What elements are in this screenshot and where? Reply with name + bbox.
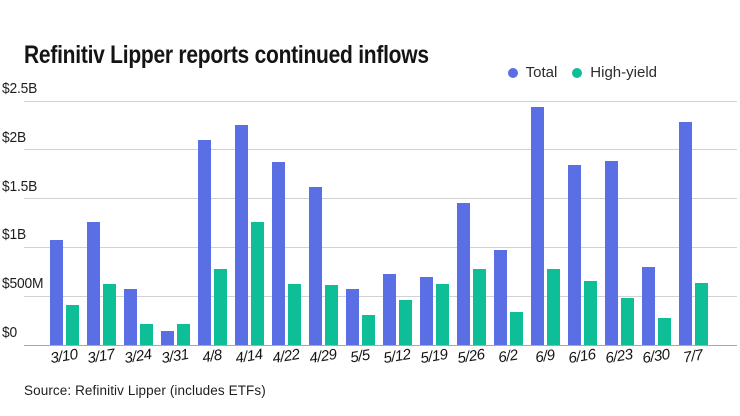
high-yield-legend-dot-icon — [572, 67, 583, 78]
total-bar — [420, 277, 433, 345]
total-bar — [346, 289, 359, 345]
high-yield-bar — [65, 305, 79, 345]
legend-item-label: High-yield — [590, 64, 657, 81]
high-yield-bar — [694, 283, 708, 345]
gridline — [24, 295, 737, 297]
high-yield-bar — [472, 269, 486, 345]
total-bar — [272, 162, 285, 345]
y-axis-tick-label: $0 — [2, 324, 17, 341]
high-yield-bar — [324, 285, 338, 345]
high-yield-bar — [620, 298, 634, 345]
total-bar — [161, 331, 174, 345]
high-yield-bar — [213, 269, 227, 345]
y-axis-tick-label: $2.5B — [2, 80, 38, 97]
total-bar — [235, 125, 248, 345]
high-yield-bar — [435, 284, 449, 345]
legend: Total High-yield — [507, 64, 657, 81]
high-yield-bar — [657, 318, 671, 345]
total-bar — [309, 187, 322, 345]
high-yield-bar — [139, 324, 153, 345]
total-bar — [457, 203, 470, 345]
high-yield-bar — [546, 269, 560, 345]
high-yield-bar — [287, 284, 301, 345]
x-axis-line — [24, 344, 737, 346]
high-yield-bar — [250, 222, 264, 345]
total-bar — [124, 289, 137, 345]
y-axis-tick-label: $1.5B — [2, 177, 38, 195]
total-bar — [50, 240, 63, 345]
total-bar — [198, 140, 211, 345]
total-bar — [605, 161, 618, 345]
total-bar — [87, 222, 100, 345]
total-legend-dot-icon — [507, 67, 518, 78]
source-note: Source: Refinitiv Lipper (includes ETFs) — [24, 383, 266, 398]
high-yield-bar — [583, 281, 597, 345]
legend-item-label: Total — [525, 64, 558, 81]
chart-title: Refinitiv Lipper reports continued inflo… — [24, 40, 429, 69]
gridline — [24, 198, 737, 200]
total-bar — [679, 122, 692, 345]
total-bar — [642, 267, 655, 345]
gridline — [24, 100, 737, 102]
gridline — [24, 246, 737, 248]
high-yield-bar — [176, 324, 190, 345]
total-bar — [531, 107, 544, 345]
y-axis-tick-label: $2B — [2, 128, 27, 146]
total-bar — [568, 165, 581, 345]
high-yield-bar — [398, 300, 412, 345]
y-axis-tick-label: $500M — [2, 275, 44, 293]
legend-item-high-yield: High-yield — [572, 64, 657, 81]
total-bar — [494, 250, 507, 345]
gridline — [24, 149, 737, 151]
y-axis-tick-label: $1B — [2, 226, 27, 244]
high-yield-bar — [102, 284, 116, 345]
high-yield-bar — [509, 312, 523, 345]
total-bar — [383, 274, 396, 345]
legend-item-total: Total — [507, 64, 558, 81]
high-yield-bar — [361, 315, 375, 345]
